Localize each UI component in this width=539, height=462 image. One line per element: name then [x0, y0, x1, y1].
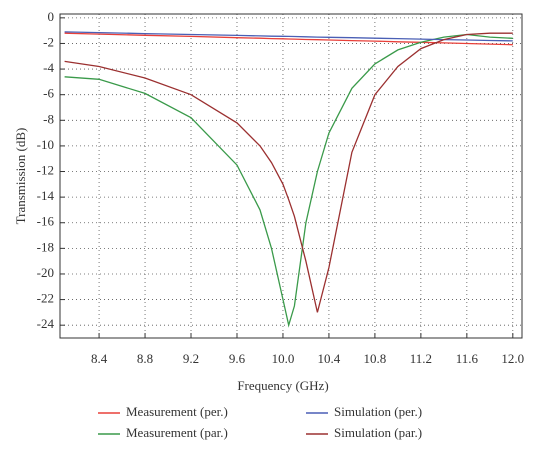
y-tick-label: -4 [43, 60, 54, 75]
y-tick-label: -24 [37, 316, 55, 331]
x-tick-label: 12.0 [501, 351, 524, 366]
x-tick-label: 9.6 [229, 351, 246, 366]
legend-label: Measurement (per.) [126, 404, 228, 419]
legend-label: Measurement (par.) [126, 425, 228, 440]
x-tick-label: 10.8 [364, 351, 387, 366]
y-tick-label: -10 [37, 137, 54, 152]
series-line [64, 32, 513, 313]
y-tick-label: -14 [37, 188, 55, 203]
y-tick-label: -8 [43, 111, 54, 126]
series-line [64, 33, 513, 328]
x-tick-label: 8.8 [137, 351, 153, 366]
y-tick-label: -2 [43, 34, 54, 49]
y-tick-label: -12 [37, 163, 54, 178]
y-tick-label: 0 [48, 9, 55, 24]
y-tick-label: -18 [37, 239, 54, 254]
legend-label: Simulation (per.) [334, 404, 422, 419]
x-axis-label: Frequency (GHz) [237, 378, 328, 393]
y-axis-label: Transmission (dB) [13, 128, 28, 225]
x-tick-label: 10.4 [318, 351, 341, 366]
legend-label: Simulation (par.) [334, 425, 422, 440]
x-tick-label: 11.2 [410, 351, 432, 366]
y-tick-label: -16 [37, 214, 55, 229]
y-tick-label: -6 [43, 86, 54, 101]
x-tick-label: 10.0 [272, 351, 295, 366]
y-tick-label: -20 [37, 265, 54, 280]
series-line [64, 31, 513, 42]
x-tick-label: 9.2 [183, 351, 199, 366]
plot-frame [59, 13, 523, 339]
y-tick-label: -22 [37, 291, 54, 306]
x-tick-label: 8.4 [91, 351, 108, 366]
x-tick-label: 11.6 [456, 351, 479, 366]
